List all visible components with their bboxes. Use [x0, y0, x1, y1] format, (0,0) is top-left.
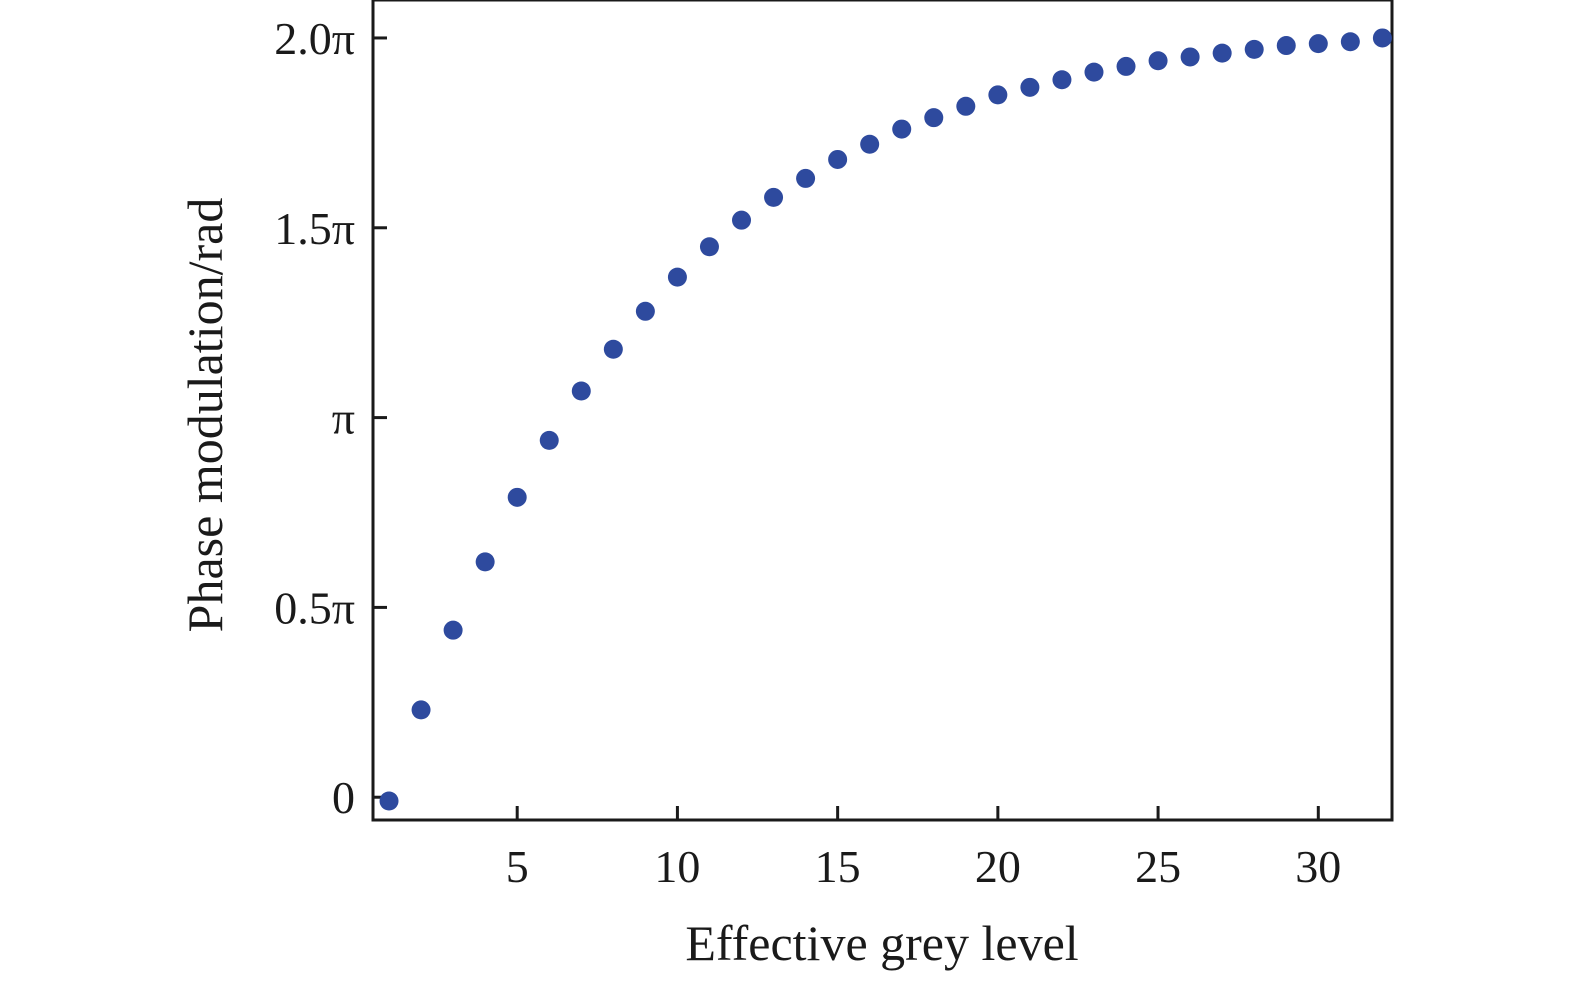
y-tick-label: 0: [332, 772, 355, 823]
data-point: [892, 119, 912, 139]
x-tick-label: 20: [975, 841, 1021, 892]
data-point: [1148, 51, 1168, 71]
plot-frame: [371, 0, 1394, 822]
data-point: [539, 430, 559, 450]
data-point: [956, 96, 976, 116]
data-point: [603, 339, 623, 359]
data-point: [828, 149, 848, 169]
x-tick-label: 15: [815, 841, 861, 892]
data-point: [507, 487, 527, 507]
data-point: [796, 168, 816, 188]
data-point: [764, 187, 784, 207]
data-point: [379, 791, 399, 811]
data-point: [924, 108, 944, 128]
y-tick-label: π: [332, 393, 355, 444]
data-point: [635, 301, 655, 321]
data-point: [1180, 47, 1200, 67]
x-tick-label: 30: [1295, 841, 1341, 892]
x-axis: 5 10 15 20 25 30: [506, 806, 1341, 892]
x-tick-label: 5: [506, 841, 529, 892]
x-tick-label: 10: [654, 841, 700, 892]
data-point: [1340, 32, 1360, 52]
x-tick-label: 25: [1135, 841, 1181, 892]
data-point: [1308, 34, 1328, 54]
x-axis-label: Effective grey level: [685, 915, 1078, 971]
y-axis: 0 0.5π π 1.5π 2.0π: [274, 13, 387, 823]
data-point: [1372, 28, 1392, 48]
data-point: [1276, 36, 1296, 56]
data-point: [988, 85, 1008, 105]
data-point: [667, 267, 687, 287]
data-point: [1020, 77, 1040, 97]
data-point: [411, 700, 431, 720]
data-point: [443, 620, 463, 640]
data-points: [379, 28, 1392, 811]
data-point: [475, 552, 495, 572]
y-tick-label: 1.5π: [274, 203, 355, 254]
y-tick-label: 0.5π: [274, 582, 355, 633]
data-point: [699, 237, 719, 257]
data-point: [732, 210, 752, 230]
data-point: [1084, 62, 1104, 82]
data-point: [1052, 70, 1072, 90]
data-point: [1244, 39, 1264, 59]
data-point: [1212, 43, 1232, 63]
y-tick-label: 2.0π: [274, 13, 355, 64]
data-point: [571, 381, 591, 401]
y-axis-label: Phase modulation/rad: [177, 198, 233, 633]
data-point: [1116, 56, 1136, 76]
data-point: [860, 134, 880, 154]
